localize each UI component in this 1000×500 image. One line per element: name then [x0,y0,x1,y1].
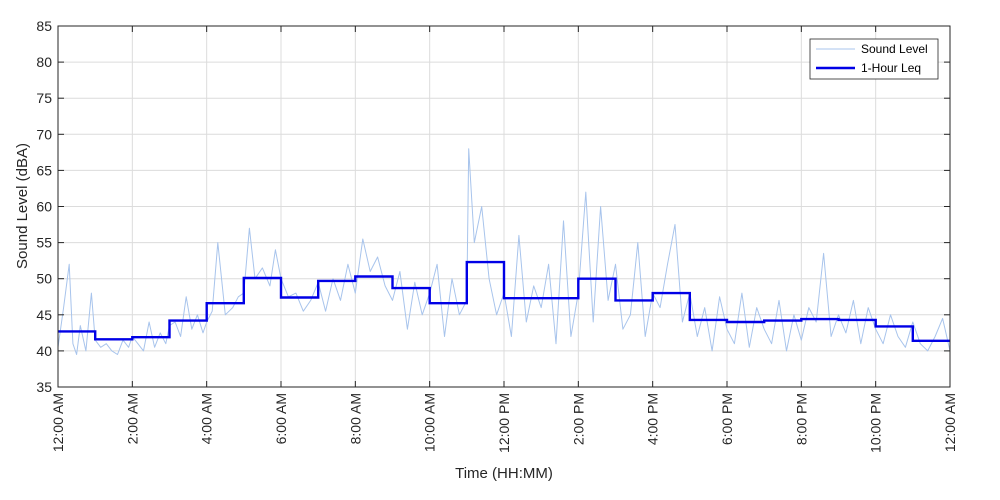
x-tick-label: 10:00 AM [422,393,438,452]
x-tick-label: 12:00 AM [50,393,66,452]
legend-box [809,38,939,80]
grid-lines [58,26,950,387]
y-tick-label: 80 [36,54,52,70]
legend-label-1-hour-leq: 1-Hour Leq [861,61,921,75]
y-tick-label: 55 [36,235,52,251]
y-tick-label: 60 [36,199,52,215]
x-axis-label: Time (HH:MM) [455,465,553,482]
legend: Sound Level 1-Hour Leq [809,38,939,80]
y-tick-label: 75 [36,90,52,106]
x-tick-label: 6:00 PM [719,393,735,445]
y-tick-label: 70 [36,126,52,142]
x-tick-label: 8:00 PM [793,393,809,445]
y-tick-label: 35 [36,379,52,395]
x-tick-label: 8:00 AM [347,393,363,444]
y-tick-label: 50 [36,271,52,287]
y-axis-label: Sound Level (dBA) [14,143,31,269]
x-tick-label: 2:00 PM [570,393,586,445]
axis-ticks: 35 40 45 50 55 60 65 70 75 80 85 12:00 AM 2:00 AM 4:0… [36,18,958,453]
series-1-hour-leq-line [58,260,950,342]
y-tick-label: 65 [36,162,52,178]
y-tick-label: 40 [36,343,52,359]
x-tick-label: 4:00 AM [199,393,215,444]
y-tick-label: 45 [36,307,52,323]
x-tick-label: 10:00 PM [868,393,884,453]
y-tick-label: 85 [36,18,52,34]
x-tick-label: 6:00 AM [273,393,289,444]
legend-label-sound-level: Sound Level [861,42,928,56]
data-series [57,148,951,355]
x-tick-label: 4:00 PM [645,393,661,445]
x-tick-label: 2:00 AM [124,393,140,444]
x-tick-label: 12:00 PM [496,393,512,453]
x-tick-label: 12:00 AM [942,393,958,452]
